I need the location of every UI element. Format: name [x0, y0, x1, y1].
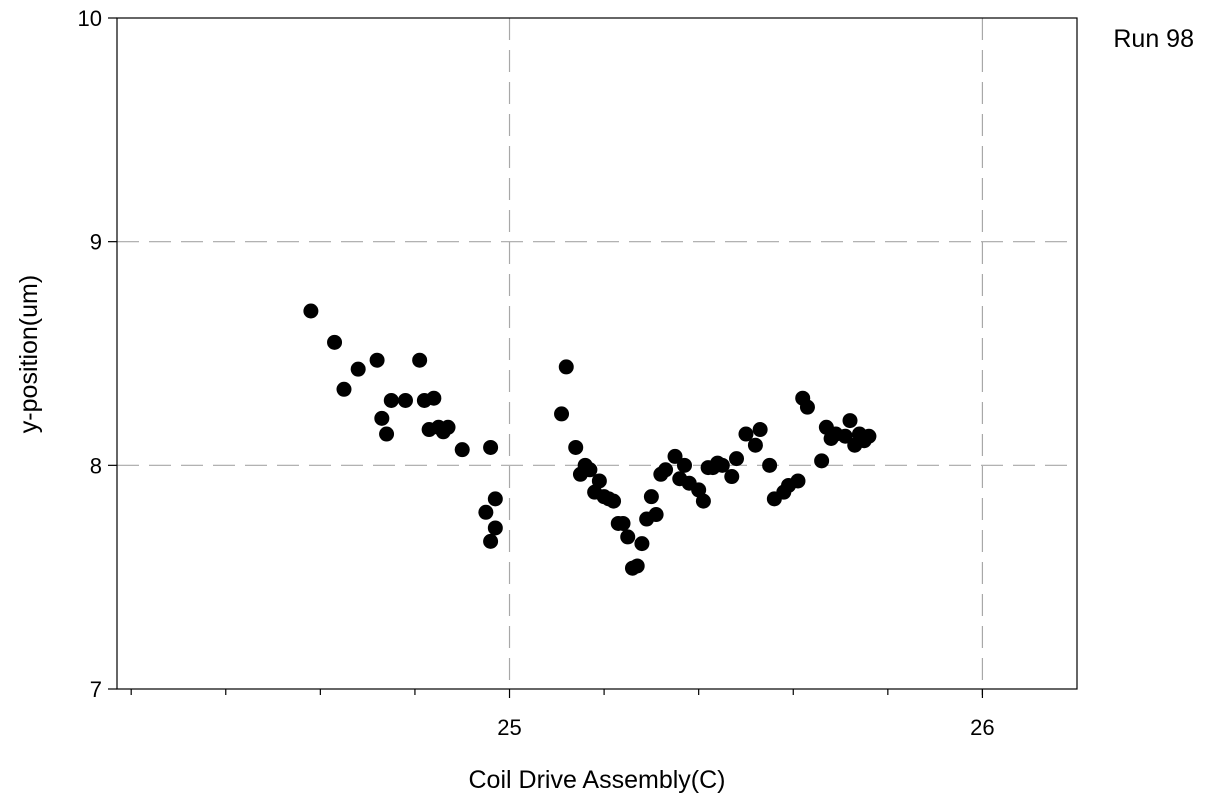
data-point: [558, 359, 574, 375]
data-point: [454, 442, 470, 458]
data-point: [634, 536, 650, 552]
data-point: [620, 529, 636, 545]
data-point: [478, 504, 494, 520]
data-point: [483, 533, 499, 549]
data-point: [582, 462, 598, 478]
data-point: [483, 439, 499, 455]
data-point: [629, 558, 645, 574]
data-point: [397, 392, 413, 408]
run-annotation: Run 98: [1113, 25, 1194, 53]
data-point: [440, 419, 456, 435]
y-tick-label: 8: [90, 453, 102, 478]
data-point: [336, 381, 352, 397]
data-point: [667, 448, 683, 464]
data-point: [738, 426, 754, 442]
y-tick-label: 7: [90, 677, 102, 702]
data-points: [303, 303, 877, 576]
data-point: [369, 352, 385, 368]
data-point: [379, 426, 395, 442]
y-tick-label: 10: [78, 6, 102, 31]
data-point: [752, 422, 768, 438]
grid-lines: [117, 18, 1077, 689]
data-point: [724, 469, 740, 485]
data-point: [729, 451, 745, 467]
data-point: [591, 473, 607, 489]
data-point: [658, 462, 674, 478]
data-point: [643, 489, 659, 505]
x-tick-label: 26: [970, 715, 994, 740]
data-point: [487, 491, 503, 507]
data-point: [676, 457, 692, 473]
data-point: [747, 437, 763, 453]
data-point: [714, 457, 730, 473]
data-point: [327, 334, 343, 350]
data-point: [412, 352, 428, 368]
data-point: [303, 303, 319, 319]
data-point: [426, 390, 442, 406]
data-point: [790, 473, 806, 489]
data-point: [554, 406, 570, 422]
data-point: [799, 399, 815, 415]
data-point: [383, 392, 399, 408]
data-point: [350, 361, 366, 377]
data-point: [615, 515, 631, 531]
data-point: [487, 520, 503, 536]
data-point: [842, 413, 858, 429]
y-tick-label: 9: [90, 230, 102, 255]
x-tick-label: 25: [497, 715, 521, 740]
y-axis-label: y-position(um): [15, 275, 43, 433]
data-point: [695, 493, 711, 509]
data-point: [568, 439, 584, 455]
data-point: [861, 428, 877, 444]
x-axis-label: Coil Drive Assembly(C): [469, 766, 726, 794]
data-point: [762, 457, 778, 473]
plot-area-frame: [116, 17, 1078, 690]
data-point: [814, 453, 830, 469]
data-point: [374, 410, 390, 426]
data-point: [837, 428, 853, 444]
axis-ticks: 7 8 9 10 25 26: [78, 6, 995, 740]
data-point: [606, 493, 622, 509]
data-point: [648, 507, 664, 523]
